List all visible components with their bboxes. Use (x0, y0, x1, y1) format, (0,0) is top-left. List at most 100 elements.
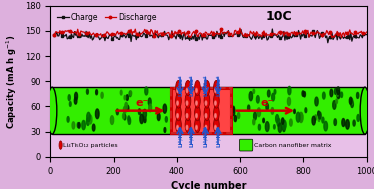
Circle shape (356, 92, 359, 98)
Circle shape (194, 117, 200, 132)
Text: Carbon nanofiber matrix: Carbon nanofiber matrix (254, 143, 331, 148)
Circle shape (204, 106, 210, 121)
Circle shape (337, 87, 340, 95)
Circle shape (186, 125, 188, 130)
Circle shape (282, 118, 284, 124)
Charge (325, 42, 330, 44)
Circle shape (143, 109, 147, 118)
Circle shape (294, 109, 295, 114)
Circle shape (186, 88, 188, 93)
Circle shape (346, 120, 349, 129)
Circle shape (204, 93, 210, 108)
Circle shape (194, 106, 200, 121)
Circle shape (322, 92, 325, 99)
Circle shape (194, 93, 200, 108)
Circle shape (176, 81, 181, 96)
X-axis label: Cycle number: Cycle number (171, 181, 246, 189)
Circle shape (315, 97, 318, 106)
Circle shape (95, 109, 99, 119)
Circle shape (185, 93, 191, 108)
FancyBboxPatch shape (239, 139, 253, 151)
Circle shape (185, 81, 191, 96)
Circle shape (145, 87, 148, 95)
Circle shape (144, 117, 146, 123)
Text: Li⁺/Na⁺: Li⁺/Na⁺ (178, 74, 183, 96)
Circle shape (205, 101, 207, 105)
Circle shape (164, 128, 166, 132)
Circle shape (330, 89, 333, 97)
Circle shape (318, 117, 320, 122)
Circle shape (92, 124, 95, 131)
Text: Li⁺/Na⁺: Li⁺/Na⁺ (203, 74, 208, 96)
Charge (51, 34, 56, 36)
Circle shape (129, 91, 131, 97)
Circle shape (305, 108, 307, 113)
Circle shape (124, 115, 126, 120)
Circle shape (274, 90, 276, 94)
Circle shape (214, 93, 219, 108)
Circle shape (214, 106, 219, 121)
Circle shape (177, 114, 178, 118)
Circle shape (74, 97, 77, 104)
Circle shape (196, 101, 197, 105)
Circle shape (303, 91, 306, 97)
Text: Li⁺/Na⁺: Li⁺/Na⁺ (216, 125, 221, 147)
Circle shape (70, 101, 71, 106)
Circle shape (176, 93, 181, 108)
Circle shape (215, 125, 216, 130)
Circle shape (89, 115, 92, 124)
Circle shape (289, 119, 292, 126)
Circle shape (204, 81, 210, 96)
Circle shape (86, 118, 89, 125)
Circle shape (196, 88, 197, 93)
Circle shape (78, 122, 80, 128)
Circle shape (271, 108, 274, 114)
Circle shape (128, 116, 130, 121)
Circle shape (82, 120, 85, 130)
Circle shape (59, 141, 62, 149)
Bar (171, 88, 231, 133)
Circle shape (283, 120, 286, 129)
Charge (237, 34, 242, 37)
Circle shape (253, 89, 255, 93)
Circle shape (185, 106, 191, 121)
Circle shape (254, 112, 257, 120)
Circle shape (125, 102, 128, 109)
Circle shape (205, 88, 207, 93)
Circle shape (232, 108, 235, 116)
Circle shape (342, 119, 345, 126)
Circle shape (214, 117, 219, 132)
Line: Discharge: Discharge (52, 27, 368, 39)
Charge (337, 36, 341, 38)
Circle shape (237, 112, 240, 119)
Circle shape (120, 90, 122, 95)
Discharge (51, 33, 56, 36)
Circle shape (101, 92, 103, 98)
Circle shape (266, 103, 269, 110)
Circle shape (156, 108, 157, 112)
Circle shape (86, 89, 88, 94)
Circle shape (138, 109, 141, 115)
Circle shape (177, 101, 178, 105)
Circle shape (349, 97, 352, 105)
Circle shape (176, 117, 181, 132)
Circle shape (266, 122, 269, 132)
Circle shape (215, 114, 216, 118)
Circle shape (177, 125, 178, 130)
Circle shape (257, 96, 259, 103)
Discharge (336, 33, 340, 35)
Circle shape (258, 124, 261, 130)
Circle shape (302, 91, 304, 96)
Circle shape (68, 95, 70, 101)
Circle shape (140, 114, 143, 124)
Circle shape (299, 112, 303, 122)
Circle shape (319, 112, 321, 119)
Text: Li⁺/Na⁺: Li⁺/Na⁺ (189, 125, 194, 147)
Charge (237, 31, 241, 33)
Circle shape (322, 117, 324, 123)
Charge (270, 28, 275, 30)
Circle shape (357, 115, 359, 121)
Circle shape (128, 118, 131, 124)
Circle shape (204, 117, 210, 132)
Circle shape (273, 125, 275, 129)
